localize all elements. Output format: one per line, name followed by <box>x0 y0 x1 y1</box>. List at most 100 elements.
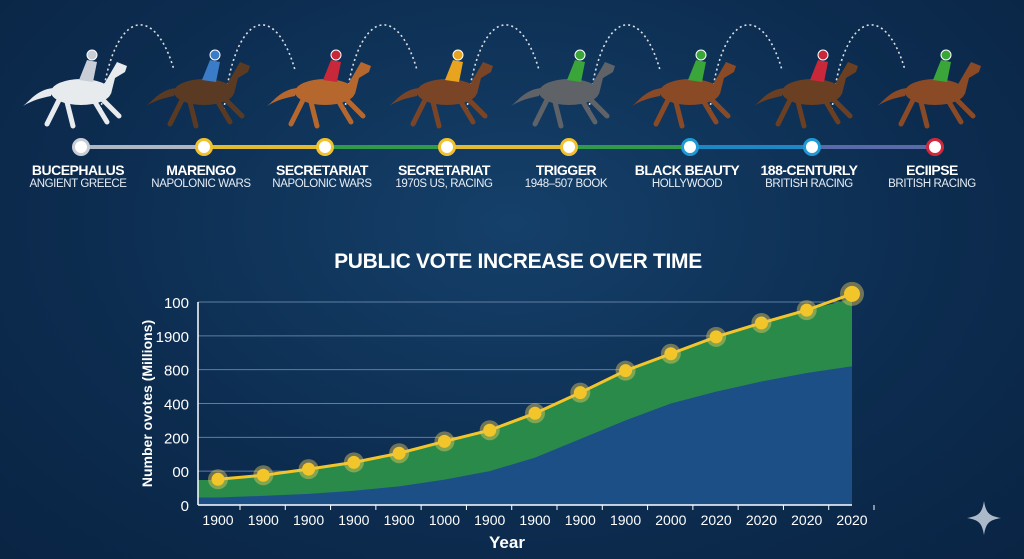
horse-leg <box>552 99 564 129</box>
horse-body <box>174 79 234 105</box>
horse-leg <box>653 97 671 127</box>
y-tick-label: 1900 <box>156 329 189 346</box>
horse-leg <box>410 97 428 127</box>
horse-leg <box>775 97 793 127</box>
horse-leg <box>344 97 366 119</box>
jockey <box>810 60 828 82</box>
horse-neck <box>712 62 736 94</box>
data-point <box>302 462 316 476</box>
y-axis-label: Number ovotes (Millions) <box>139 320 155 487</box>
jockey-helmet <box>940 49 952 61</box>
horse-tail <box>511 88 541 106</box>
horse-leg <box>458 99 476 125</box>
jockey <box>688 60 706 82</box>
jockey-helmet <box>330 49 342 61</box>
dotted-trail <box>344 24 418 111</box>
horse-timeline <box>23 24 981 156</box>
timeline-node <box>681 138 699 156</box>
data-point <box>709 330 723 344</box>
x-tick-label: 2020 <box>701 512 732 528</box>
timeline-node <box>316 138 334 156</box>
horse-leg <box>308 99 320 129</box>
horse-tail <box>146 88 176 106</box>
horse-leg <box>44 97 62 127</box>
horse-name: BLACK BEAUTY <box>634 162 740 178</box>
horse-leg <box>946 99 964 125</box>
dotted-trail <box>831 24 906 111</box>
data-point <box>528 406 542 420</box>
horse-icon <box>754 49 858 129</box>
horse-neck <box>103 62 127 94</box>
horse-leg <box>532 97 550 127</box>
timeline-node <box>926 138 944 156</box>
timeline-node <box>560 138 578 156</box>
jockey-helmet <box>574 49 586 61</box>
horse-name: BUCEPHALUS <box>31 162 125 178</box>
horse-leg <box>92 99 110 125</box>
horse-leg <box>918 99 930 129</box>
horse-leg <box>898 97 916 127</box>
horse-era: HOLLYWOOD <box>651 178 723 190</box>
horse-icon <box>389 49 493 129</box>
horse-leg <box>466 97 488 119</box>
horse-era: NAPOLONIC WARS <box>151 178 251 190</box>
horse-era: ANGIENT GREECE <box>29 178 127 190</box>
horse-body <box>539 79 599 105</box>
x-tick-label: 1900 <box>293 512 324 528</box>
dotted-trail <box>466 24 540 111</box>
horse-leg <box>64 99 76 129</box>
horse-name: SECRETARIAT <box>276 162 368 178</box>
timeline-node <box>195 138 213 156</box>
horse-icon <box>23 49 127 129</box>
horse-era: 1948–507 BOOK <box>524 178 608 190</box>
data-point <box>211 472 225 486</box>
x-tick-label: 1900 <box>248 512 279 528</box>
horse-leg <box>187 99 199 129</box>
x-tick-label: 1900 <box>202 512 233 528</box>
jockey-helmet <box>695 49 707 61</box>
horse-body <box>782 79 842 105</box>
horse-neck <box>469 62 493 94</box>
jockey-helmet <box>86 49 98 61</box>
y-tick-label: 0 <box>181 498 189 515</box>
x-tick-label: 1900 <box>519 512 550 528</box>
horse-icon <box>146 49 250 129</box>
horse-tail <box>267 88 297 106</box>
horse-leg <box>673 99 685 129</box>
horse-leg <box>215 99 233 125</box>
horse-body <box>905 79 965 105</box>
horse-icon <box>267 49 371 129</box>
horse-icon <box>632 49 736 129</box>
y-tick-label: 400 <box>164 397 189 414</box>
horse-leg <box>167 97 185 127</box>
horse-leg <box>954 97 976 119</box>
horse-body <box>51 79 111 105</box>
x-tick-label: 2020 <box>746 512 777 528</box>
x-tick-label: 1900 <box>338 512 369 528</box>
horse-neck <box>347 62 371 94</box>
horse-leg <box>336 99 354 125</box>
jockey <box>933 60 951 82</box>
horse-leg <box>223 97 245 119</box>
horse-era: NAPOLONIC WARS <box>272 178 372 190</box>
horse-tail <box>389 88 419 106</box>
jockey <box>202 60 220 82</box>
x-tick-label: 1900 <box>384 512 415 528</box>
data-point <box>573 386 587 400</box>
horse-name: ECIIPSE <box>906 162 958 178</box>
horse-icon <box>877 49 981 129</box>
x-tick-label: 1900 <box>565 512 596 528</box>
horse-neck <box>834 62 858 94</box>
x-axis-label: Year <box>489 533 525 552</box>
data-point <box>483 423 497 437</box>
jockey-helmet <box>817 49 829 61</box>
horse-name: MARENGO <box>166 162 236 178</box>
sparkle-icon <box>967 501 1001 535</box>
horse-name: TRIGGER <box>535 162 597 178</box>
x-tick-label: 2020 <box>836 512 867 528</box>
horse-leg <box>430 99 442 129</box>
horse-era: BRITISH RACING <box>765 178 853 190</box>
chart-title: PUBLIC VOTE INCREASE OVER TIME <box>334 250 702 273</box>
horse-tail <box>754 88 784 106</box>
dotted-trail <box>709 24 783 111</box>
